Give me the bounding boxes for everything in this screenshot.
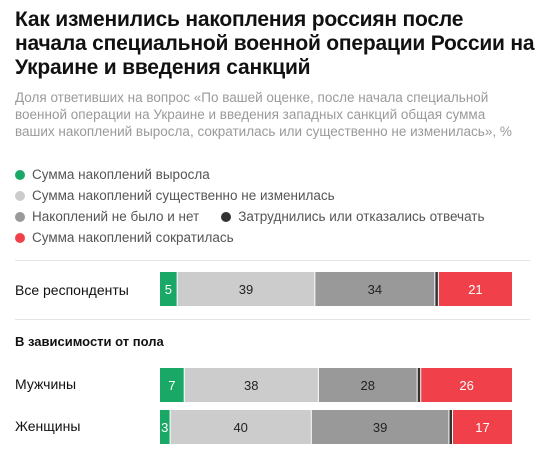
legend-item-no-savings: Накоплений не было и нет bbox=[15, 209, 199, 224]
divider-middle bbox=[15, 319, 530, 320]
row-label-women: Женщины bbox=[15, 418, 81, 434]
bar-all-no-savings bbox=[315, 272, 435, 306]
bar-women-no-answer bbox=[449, 410, 452, 444]
bar-men-unchanged bbox=[184, 368, 318, 402]
legend-row: Сумма накоплений выросла bbox=[15, 164, 535, 185]
legend-item-decreased: Сумма накоплений сократилась bbox=[15, 230, 234, 245]
bar-label-men-grew: 7 bbox=[168, 378, 175, 393]
legend-item-unchanged: Сумма накоплений существенно не изменила… bbox=[15, 188, 335, 203]
bar-label-women-decreased: 17 bbox=[475, 420, 489, 435]
bar-label-men-no-savings: 28 bbox=[361, 378, 375, 393]
bar-men-decreased bbox=[421, 368, 512, 402]
bar-men-no-savings bbox=[318, 368, 417, 402]
bar-women-decreased bbox=[452, 410, 512, 444]
bar-all-no-answer bbox=[435, 272, 438, 306]
bar-all-unchanged bbox=[177, 272, 315, 306]
bar-label-men-unchanged: 38 bbox=[244, 378, 258, 393]
legend-swatch-grew bbox=[15, 169, 25, 180]
bar-all-decreased bbox=[438, 272, 512, 306]
legend-swatch-no-savings bbox=[15, 211, 25, 222]
bar-label-women-unchanged: 40 bbox=[233, 420, 247, 435]
bar-men-grew bbox=[160, 368, 184, 402]
bar-label-all-unchanged: 39 bbox=[239, 282, 253, 297]
divider-top bbox=[15, 260, 530, 261]
legend-label-decreased: Сумма накоплений сократилась bbox=[32, 230, 234, 245]
legend-row: Сумма накоплений сократилась bbox=[15, 227, 535, 248]
bar-women-grew bbox=[160, 410, 170, 444]
bar-label-women-no-savings: 39 bbox=[373, 420, 387, 435]
legend-swatch-decreased bbox=[15, 232, 25, 243]
chart-subtitle: Доля ответивших на вопрос «По вашей оцен… bbox=[15, 90, 512, 139]
legend-label-grew: Сумма накоплений выросла bbox=[32, 167, 210, 182]
bar-women-no-savings bbox=[311, 410, 449, 444]
bar-label-all-no-savings: 34 bbox=[368, 282, 382, 297]
row-label-all: Все респонденты bbox=[15, 282, 129, 298]
bar-label-men-decreased: 26 bbox=[459, 378, 473, 393]
bar-all-grew bbox=[160, 272, 177, 306]
legend-swatch-no-answer bbox=[221, 211, 232, 222]
bar-women-unchanged bbox=[170, 410, 311, 444]
bar-label-all-grew: 5 bbox=[165, 282, 172, 297]
row-label-men: Мужчины bbox=[15, 376, 77, 392]
bar-men-no-answer bbox=[417, 368, 421, 402]
legend-row: Сумма накоплений существенно не изменила… bbox=[15, 185, 535, 206]
legend-label-unchanged: Сумма накоплений существенно не изменила… bbox=[32, 188, 335, 203]
legend-item-no-answer: Затруднились или отказались отвечать bbox=[221, 209, 485, 224]
legend-swatch-unchanged bbox=[15, 190, 25, 201]
bar-label-all-decreased: 21 bbox=[468, 282, 482, 297]
legend-label-no-answer: Затруднились или отказались отвечать bbox=[238, 209, 485, 224]
group-label-gender: В зависимости от пола bbox=[15, 334, 164, 349]
chart-title: Как изменились накопления россиян после … bbox=[15, 8, 535, 79]
legend-item-grew: Сумма накоплений выросла bbox=[15, 167, 210, 182]
legend: Сумма накоплений выросла Сумма накоплени… bbox=[15, 164, 535, 248]
legend-row: Накоплений не было и нет Затруднились ил… bbox=[15, 206, 535, 227]
bar-label-women-grew: 3 bbox=[161, 420, 168, 435]
legend-label-no-savings: Накоплений не было и нет bbox=[32, 209, 200, 224]
